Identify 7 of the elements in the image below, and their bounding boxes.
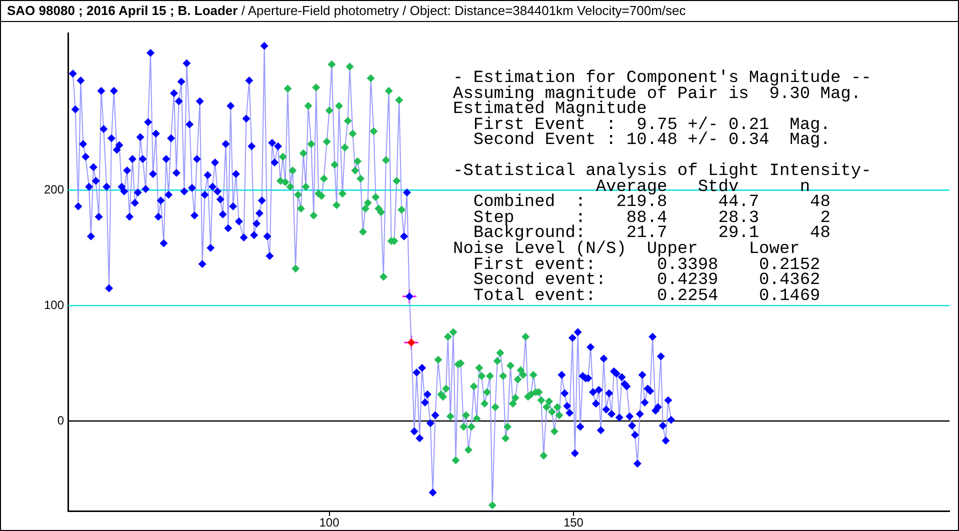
chart-subtitle: / Aperture-Field photometry / Object: Distance=384401km Velocity=700m/sec	[241, 3, 686, 18]
y-tick-label: 200	[44, 182, 64, 196]
chart-title: SAO 98080 ; 2016 April 15 ; B. Loader	[7, 3, 238, 18]
x-tick-label: 150	[563, 516, 584, 530]
annotation: Second Event : 10.48 +/- 0.34 Mag.	[472, 131, 832, 150]
y-tick-label: 100	[44, 298, 64, 312]
y-tick-label: 0	[57, 413, 64, 428]
